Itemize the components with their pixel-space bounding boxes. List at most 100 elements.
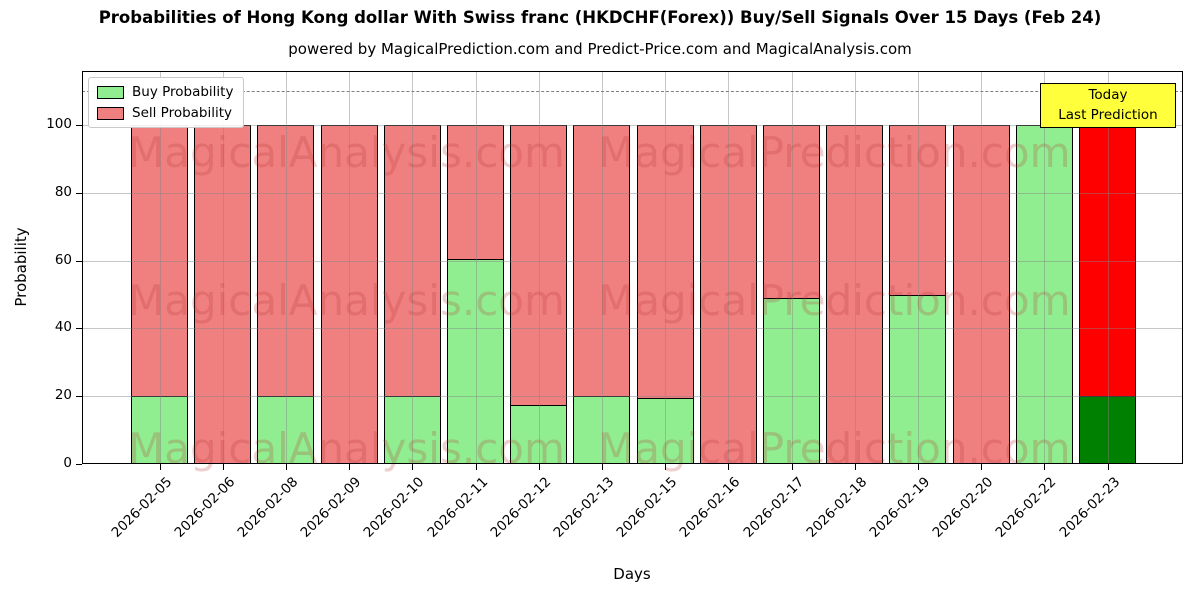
bar-buy-segment [383, 396, 441, 464]
vertical-gridline [601, 71, 603, 464]
today-annotation: Today Last Prediction [1040, 83, 1176, 128]
vertical-gridline [538, 71, 540, 464]
x-tick-label: 2026-02-23 [1056, 474, 1123, 541]
vertical-gridline [665, 71, 667, 464]
x-tick-label: 2026-02-12 [487, 474, 555, 541]
plot-area: MagicalAnalysis.com MagicalPrediction.com… [82, 71, 1183, 473]
bar-buy-segment [447, 259, 504, 464]
y-tick-mark [76, 396, 82, 398]
bar-sell-segment [320, 125, 378, 464]
y-tick-mark [76, 328, 82, 330]
bar-buy-segment [1079, 396, 1136, 464]
vertical-gridline [475, 71, 477, 464]
x-tick-label: 2026-02-09 [297, 474, 365, 541]
y-tick-label: 0 [63, 455, 72, 471]
vertical-gridline [222, 71, 224, 464]
x-tick-label: 2026-02-08 [234, 474, 302, 541]
x-tick-label: 2026-02-22 [992, 474, 1060, 541]
today-annotation-line1: Today [1088, 87, 1128, 103]
chart-subtitle: powered by MagicalPrediction.com and Pre… [288, 40, 912, 58]
x-tick-mark [538, 464, 540, 470]
x-tick-mark [1107, 464, 1109, 470]
x-tick-label: 2026-02-11 [424, 474, 491, 541]
chart-title: Probabilities of Hong Kong dollar With S… [98, 8, 1102, 27]
bar-buy-segment [131, 396, 188, 464]
bar-sell-segment [952, 125, 1010, 464]
bar-sell-segment [763, 125, 820, 298]
x-tick-label: 2026-02-17 [740, 474, 807, 541]
watermark-text: MagicalAnalysis.com [128, 128, 565, 177]
vertical-gridline [917, 71, 919, 464]
x-tick-mark [728, 464, 730, 470]
watermark-text: MagicalPrediction.com [598, 424, 1071, 473]
dashed-reference-line [82, 91, 1183, 93]
x-tick-label: 2026-02-05 [108, 474, 175, 541]
bar-buy-segment [573, 396, 631, 464]
bar-buy-segment [1015, 125, 1073, 464]
x-tick-mark [159, 464, 161, 470]
vertical-gridline [285, 71, 287, 464]
bar-buy-segment [763, 298, 820, 464]
watermark-text: MagicalAnalysis.com [128, 424, 565, 473]
y-tick-mark [76, 260, 82, 262]
x-tick-mark [917, 464, 919, 470]
x-tick-label: 2026-02-15 [613, 474, 681, 541]
vertical-gridline [981, 71, 983, 464]
legend-item-sell: Sell Probability [97, 105, 233, 121]
bar-sell-segment [889, 125, 947, 295]
y-tick-label: 40 [54, 319, 72, 336]
x-tick-mark [475, 464, 477, 470]
vertical-gridline [349, 71, 351, 464]
x-tick-label: 2026-02-06 [171, 474, 239, 541]
y-tick-mark [76, 192, 82, 194]
x-tick-label: 2026-02-13 [550, 474, 618, 541]
y-tick-label: 80 [54, 183, 72, 200]
x-tick-mark [601, 464, 603, 470]
y-tick-label: 20 [54, 387, 72, 404]
bar-sell-segment [1079, 125, 1136, 397]
bar-sell-segment [573, 125, 631, 397]
y-tick-label: 60 [54, 251, 72, 268]
x-tick-mark [981, 464, 983, 470]
x-tick-label: 2026-02-19 [866, 474, 934, 541]
horizontal-gridline [82, 328, 1183, 330]
x-tick-mark [854, 464, 856, 470]
bar-sell-segment [194, 125, 252, 464]
bar-sell-segment [636, 125, 694, 398]
legend: Buy Probability Sell Probability [88, 77, 245, 128]
buy-swatch-icon [97, 85, 124, 99]
y-tick-mark [76, 125, 82, 127]
x-tick-label: 2026-02-16 [676, 474, 744, 541]
watermark-text: MagicalPrediction.com [598, 128, 1071, 177]
x-tick-mark [791, 464, 793, 470]
x-tick-mark [285, 464, 287, 470]
bar-buy-segment [889, 294, 947, 464]
x-tick-label: 2026-02-18 [803, 474, 871, 541]
x-tick-mark [665, 464, 667, 470]
vertical-gridline [412, 71, 414, 464]
vertical-gridline [728, 71, 730, 464]
vertical-gridline [159, 71, 161, 464]
y-axis-label: Probability [12, 227, 30, 307]
horizontal-gridline [82, 125, 1183, 127]
horizontal-gridline [82, 192, 1183, 194]
legend-buy-label: Buy Probability [132, 84, 234, 100]
horizontal-gridline [82, 396, 1183, 398]
watermark-text: MagicalAnalysis.com [128, 276, 565, 325]
legend-item-buy: Buy Probability [97, 84, 233, 100]
x-tick-label: 2026-02-20 [929, 474, 997, 541]
y-tick-mark [76, 464, 82, 465]
x-tick-mark [222, 464, 224, 470]
legend-sell-label: Sell Probability [132, 105, 233, 121]
vertical-gridline [1107, 71, 1109, 464]
bar-sell-segment [699, 125, 757, 464]
bar-sell-segment [257, 125, 315, 397]
bar-sell-segment [131, 125, 188, 397]
bar-sell-segment [447, 125, 504, 260]
x-tick-label: 2026-02-10 [360, 474, 428, 541]
bar-sell-segment [510, 125, 568, 405]
sell-swatch-icon [97, 106, 124, 120]
today-annotation-line2: Last Prediction [1058, 107, 1158, 123]
watermark-text: MagicalPrediction.com [598, 276, 1071, 325]
vertical-gridline [1044, 71, 1046, 464]
